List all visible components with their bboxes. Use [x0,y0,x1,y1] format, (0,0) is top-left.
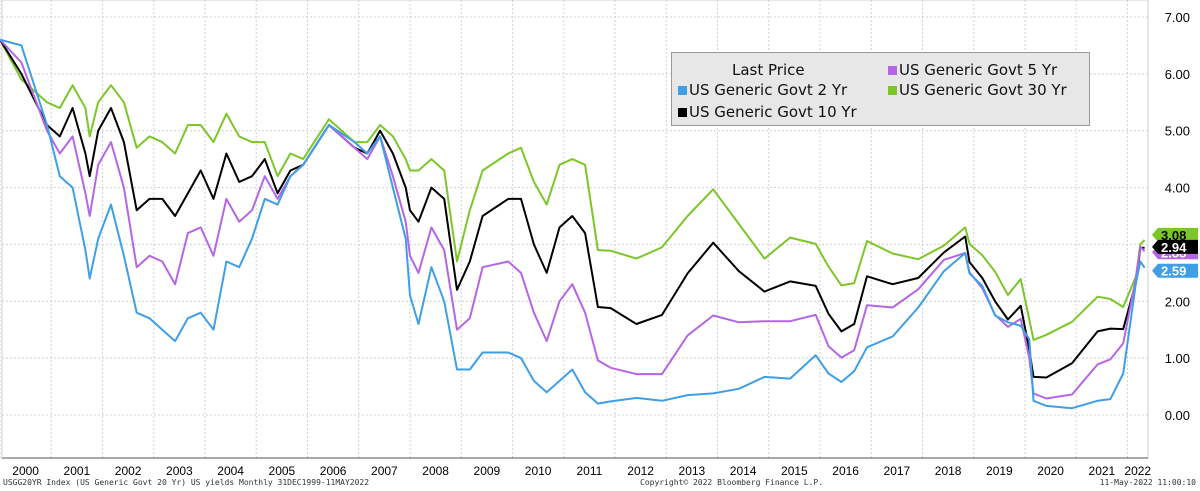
y-tick-label: 6.00 [1165,67,1190,82]
y-tick-label: 4.00 [1165,181,1190,196]
legend-swatch-2yr [678,86,687,95]
footer-source: USGG20YR Index (US Generic Govt 20 Yr) U… [3,478,370,487]
legend-title: Last Price [732,61,805,79]
legend-swatch-5yr [888,66,897,75]
legend-item-30yr: US Generic Govt 30 Yr [888,81,1067,99]
x-tick-label: 2020 [1037,464,1064,478]
last-price-tag-label: 2.59 [1161,264,1186,279]
legend-label-30yr: US Generic Govt 30 Yr [899,81,1067,99]
footer-timestamp: 11-May-2022 11:00:10 [1099,478,1196,487]
x-tick-label: 2017 [884,464,911,478]
x-tick-label: 2013 [679,464,706,478]
x-tick-label: 2003 [166,464,193,478]
x-tick-label: 2009 [474,464,501,478]
series-line-0 [0,38,1146,410]
legend-label-5yr: US Generic Govt 5 Yr [899,61,1058,79]
series-line-3 [0,39,1146,341]
x-tick-label: 2019 [986,464,1013,478]
x-tick-label: 2018 [935,464,962,478]
y-tick-label: 2.00 [1165,294,1190,309]
x-tick-label: 2016 [832,464,859,478]
legend-label-2yr: US Generic Govt 2 Yr [689,81,848,99]
legend-item-2yr: US Generic Govt 2 Yr [678,81,847,99]
x-tick-label: 2012 [627,464,654,478]
last-price-tag-label: 3.08 [1161,228,1186,243]
x-tick-label: 2015 [781,464,808,478]
last-price-tag-bg [1152,227,1198,242]
x-tick-label: 2002 [115,464,142,478]
last-price-tag-label: 2.94 [1161,240,1187,255]
x-tick-label: 2014 [730,464,757,478]
last-price-tag-bg [1152,263,1198,278]
last-price-tag-0: 2.59 [1152,263,1198,279]
x-tick-label: 2022 [1124,464,1151,478]
x-tick-label: 2008 [422,464,449,478]
x-tick-label: 2011 [576,464,602,478]
last-price-tag-2: 2.94 [1152,239,1198,255]
x-tick-label: 2001 [64,464,91,478]
legend-label-10yr: US Generic Govt 10 Yr [689,103,857,121]
x-tick-label: 2007 [371,464,398,478]
series-line-2 [0,39,1145,379]
legend-swatch-10yr [678,108,687,117]
y-tick-label: 0.00 [1165,408,1190,423]
x-tick-label: 2005 [269,464,296,478]
x-tick-label: 2006 [320,464,347,478]
y-tick-label: 7.00 [1165,10,1190,25]
x-tick-label: 2000 [12,464,39,478]
x-tick-label: 2010 [525,464,552,478]
last-price-tag-bg [1152,239,1198,254]
legend-item-10yr: US Generic Govt 10 Yr [678,103,857,121]
footer-copyright: Copyright© 2022 Bloomberg Finance L.P. [640,478,824,487]
legend-item-5yr: US Generic Govt 5 Yr [888,61,1057,79]
legend-swatch-30yr [888,86,897,95]
y-tick-label: 5.00 [1165,124,1190,139]
legend: Last Price US Generic Govt 2 Yr US Gener… [671,52,1090,126]
last-price-tag-3: 3.08 [1152,227,1198,243]
x-tick-label: 2021 [1089,464,1116,478]
x-tick-label: 2004 [217,464,244,478]
y-tick-label: 1.00 [1165,351,1190,366]
